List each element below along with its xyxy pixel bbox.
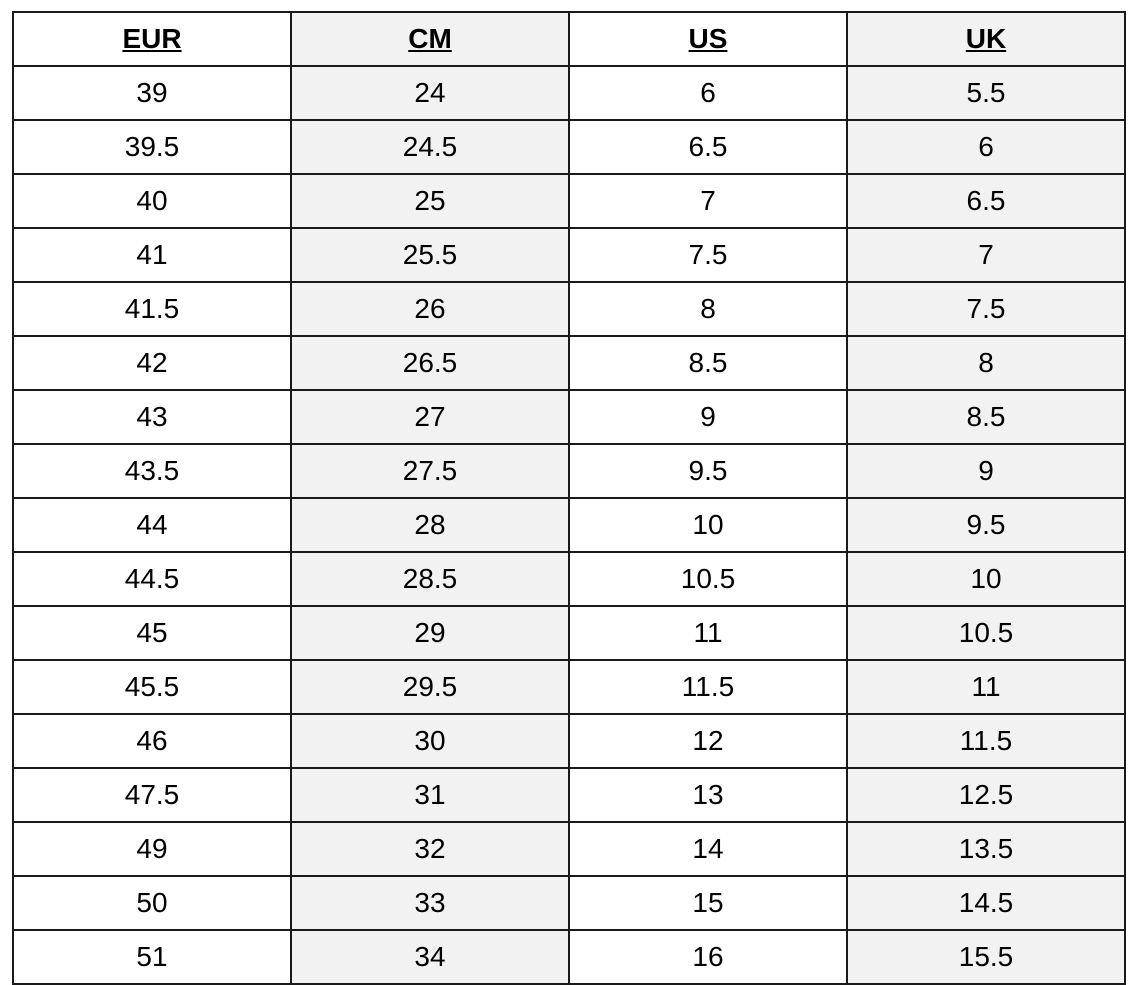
cell-us: 10.5 xyxy=(568,551,848,607)
size-conversion-table: EUR CM US UK 39 24 6 5.5 39.5 24.5 6.5 6 40 25 7 6.… xyxy=(12,11,1126,985)
cell-eur: 50 xyxy=(12,875,292,931)
table-row: 45.5 29.5 11.5 11 xyxy=(12,659,1126,715)
table-row: 40 25 7 6.5 xyxy=(12,173,1126,229)
cell-cm: 25 xyxy=(290,173,570,229)
table-row: 45 29 11 10.5 xyxy=(12,605,1126,661)
cell-cm: 32 xyxy=(290,821,570,877)
cell-cm: 24.5 xyxy=(290,119,570,175)
cell-cm: 25.5 xyxy=(290,227,570,283)
cell-us: 16 xyxy=(568,929,848,985)
cell-cm: 24 xyxy=(290,65,570,121)
cell-cm: 28 xyxy=(290,497,570,553)
cell-eur: 45.5 xyxy=(12,659,292,715)
cell-us: 8.5 xyxy=(568,335,848,391)
cell-uk: 9.5 xyxy=(846,497,1126,553)
table-row: 39 24 6 5.5 xyxy=(12,65,1126,121)
cell-cm: 34 xyxy=(290,929,570,985)
cell-us: 12 xyxy=(568,713,848,769)
cell-us: 9 xyxy=(568,389,848,445)
table-row: 41.5 26 8 7.5 xyxy=(12,281,1126,337)
cell-cm: 31 xyxy=(290,767,570,823)
table-row: 41 25.5 7.5 7 xyxy=(12,227,1126,283)
header-eur: EUR xyxy=(12,11,292,67)
cell-us: 7 xyxy=(568,173,848,229)
table-row: 43.5 27.5 9.5 9 xyxy=(12,443,1126,499)
cell-eur: 44 xyxy=(12,497,292,553)
table-row: 46 30 12 11.5 xyxy=(12,713,1126,769)
cell-uk: 6 xyxy=(846,119,1126,175)
table-row: 43 27 9 8.5 xyxy=(12,389,1126,445)
cell-eur: 43.5 xyxy=(12,443,292,499)
cell-eur: 46 xyxy=(12,713,292,769)
cell-uk: 14.5 xyxy=(846,875,1126,931)
cell-uk: 9 xyxy=(846,443,1126,499)
header-uk: UK xyxy=(846,11,1126,67)
cell-eur: 41.5 xyxy=(12,281,292,337)
cell-uk: 8.5 xyxy=(846,389,1126,445)
table-row: 42 26.5 8.5 8 xyxy=(12,335,1126,391)
header-row: EUR CM US UK xyxy=(12,11,1126,67)
cell-uk: 8 xyxy=(846,335,1126,391)
cell-us: 14 xyxy=(568,821,848,877)
header-cm: CM xyxy=(290,11,570,67)
cell-uk: 15.5 xyxy=(846,929,1126,985)
header-us: US xyxy=(568,11,848,67)
cell-eur: 49 xyxy=(12,821,292,877)
cell-cm: 26.5 xyxy=(290,335,570,391)
table-row: 47.5 31 13 12.5 xyxy=(12,767,1126,823)
cell-us: 9.5 xyxy=(568,443,848,499)
cell-cm: 29 xyxy=(290,605,570,661)
cell-us: 8 xyxy=(568,281,848,337)
cell-cm: 33 xyxy=(290,875,570,931)
cell-uk: 7 xyxy=(846,227,1126,283)
cell-eur: 40 xyxy=(12,173,292,229)
cell-cm: 29.5 xyxy=(290,659,570,715)
cell-us: 7.5 xyxy=(568,227,848,283)
cell-us: 13 xyxy=(568,767,848,823)
cell-us: 6.5 xyxy=(568,119,848,175)
cell-eur: 47.5 xyxy=(12,767,292,823)
table-row: 44 28 10 9.5 xyxy=(12,497,1126,553)
cell-eur: 45 xyxy=(12,605,292,661)
table-row: 39.5 24.5 6.5 6 xyxy=(12,119,1126,175)
table-row: 44.5 28.5 10.5 10 xyxy=(12,551,1126,607)
cell-us: 6 xyxy=(568,65,848,121)
table-row: 50 33 15 14.5 xyxy=(12,875,1126,931)
cell-uk: 10.5 xyxy=(846,605,1126,661)
cell-eur: 51 xyxy=(12,929,292,985)
cell-eur: 39.5 xyxy=(12,119,292,175)
cell-eur: 43 xyxy=(12,389,292,445)
cell-us: 15 xyxy=(568,875,848,931)
cell-uk: 5.5 xyxy=(846,65,1126,121)
cell-uk: 13.5 xyxy=(846,821,1126,877)
cell-uk: 11 xyxy=(846,659,1126,715)
cell-uk: 12.5 xyxy=(846,767,1126,823)
cell-us: 11 xyxy=(568,605,848,661)
table-row: 49 32 14 13.5 xyxy=(12,821,1126,877)
cell-uk: 6.5 xyxy=(846,173,1126,229)
cell-us: 10 xyxy=(568,497,848,553)
table-body: 39 24 6 5.5 39.5 24.5 6.5 6 40 25 7 6.5 41 25.5 7.5 7 41… xyxy=(12,65,1126,985)
cell-uk: 7.5 xyxy=(846,281,1126,337)
cell-cm: 27 xyxy=(290,389,570,445)
cell-cm: 30 xyxy=(290,713,570,769)
table-row: 51 34 16 15.5 xyxy=(12,929,1126,985)
cell-eur: 39 xyxy=(12,65,292,121)
table-header: EUR CM US UK xyxy=(12,11,1126,67)
cell-cm: 28.5 xyxy=(290,551,570,607)
cell-eur: 42 xyxy=(12,335,292,391)
cell-us: 11.5 xyxy=(568,659,848,715)
cell-eur: 44.5 xyxy=(12,551,292,607)
cell-cm: 27.5 xyxy=(290,443,570,499)
cell-uk: 10 xyxy=(846,551,1126,607)
cell-cm: 26 xyxy=(290,281,570,337)
cell-eur: 41 xyxy=(12,227,292,283)
cell-uk: 11.5 xyxy=(846,713,1126,769)
